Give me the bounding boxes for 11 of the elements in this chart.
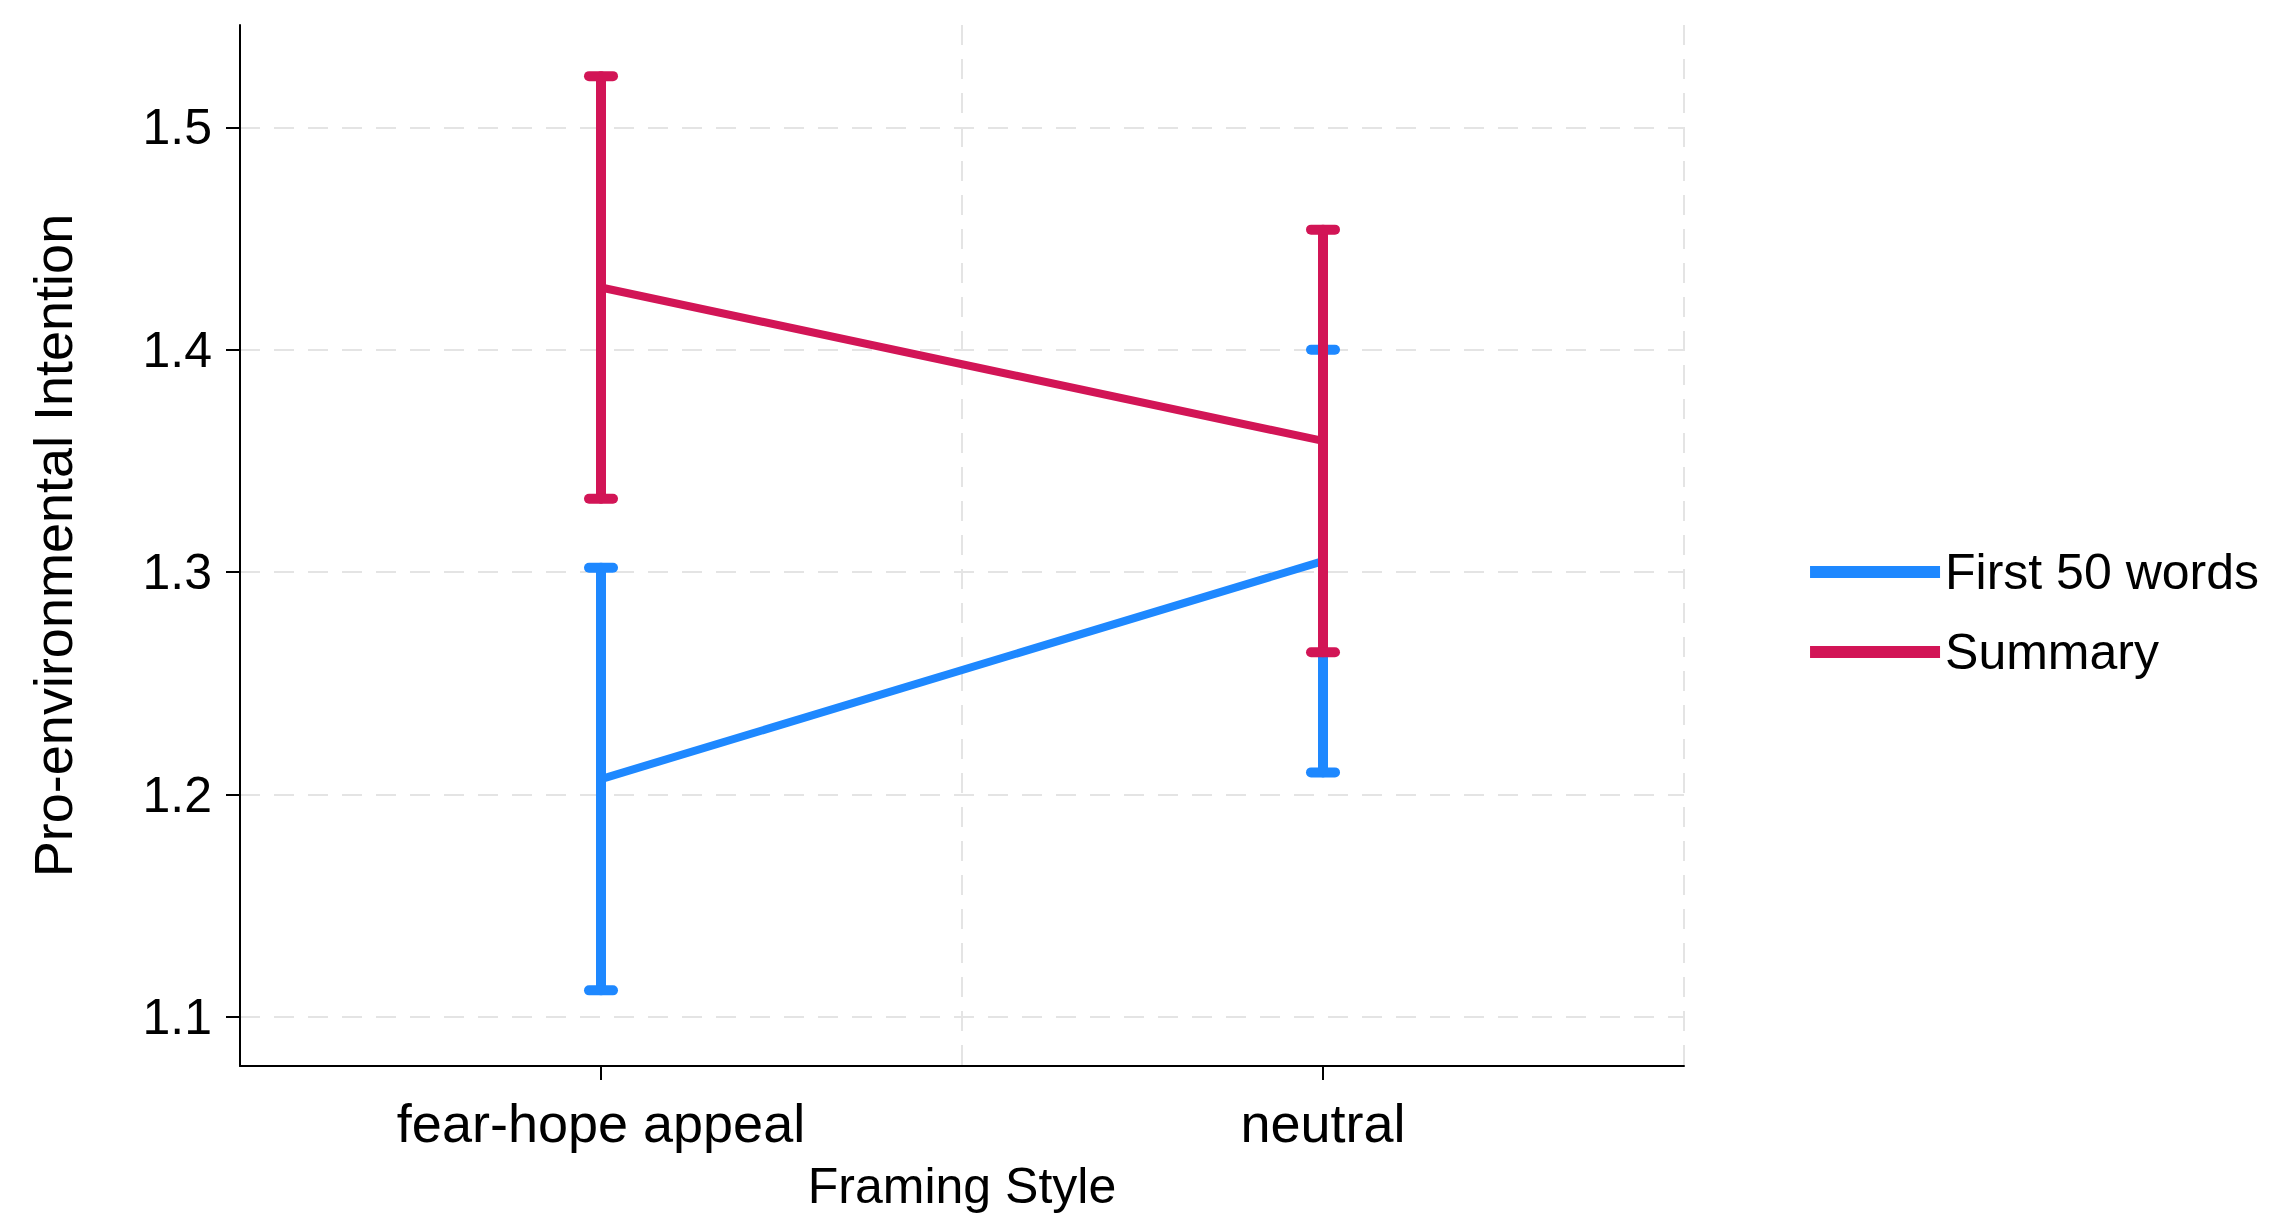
y-tick-label: 1.3 xyxy=(142,544,212,601)
x-tick-label: neutral xyxy=(1240,1093,1406,1153)
legend-label: First 50 words xyxy=(1945,544,2259,600)
x-axis-title: Framing Style xyxy=(807,1158,1117,1214)
legend-label: Summary xyxy=(1945,624,2159,680)
x-tick-label: fear-hope appeal xyxy=(396,1093,806,1153)
y-axis-title: Pro-environmental Intention xyxy=(23,213,83,878)
y-tick-label: 1.4 xyxy=(142,321,212,378)
y-tick-label: 1.5 xyxy=(142,99,212,156)
y-tick-label: 1.1 xyxy=(142,989,212,1046)
y-tick-label: 1.2 xyxy=(142,766,212,823)
